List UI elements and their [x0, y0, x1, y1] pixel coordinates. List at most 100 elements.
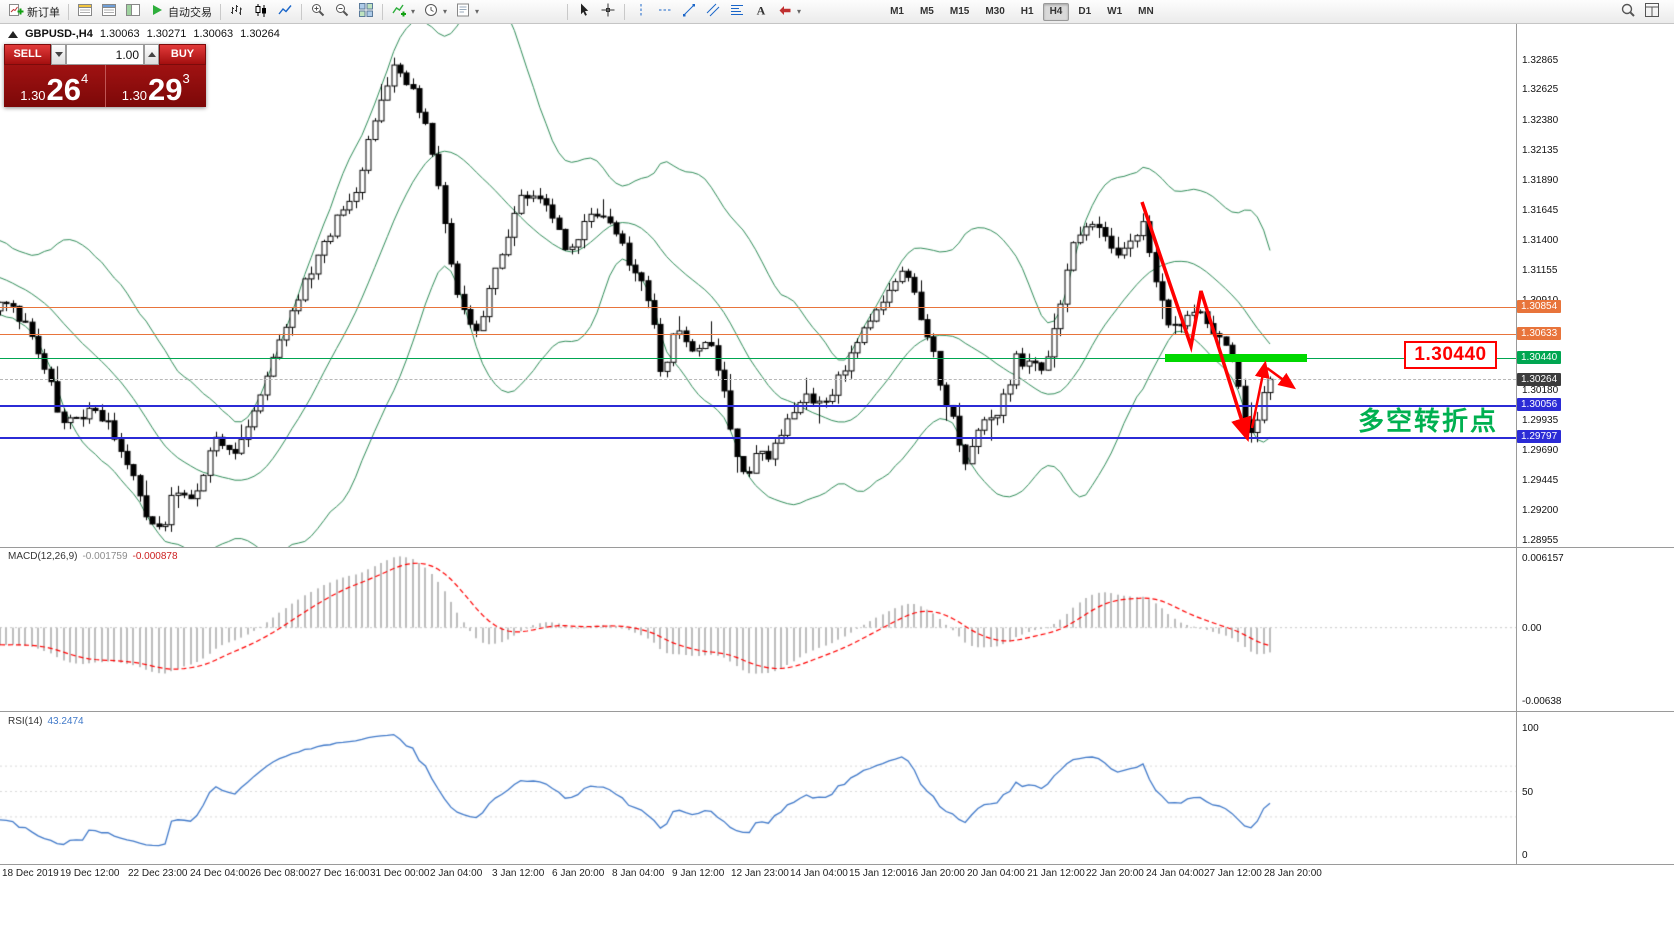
- price-tag-1.30633: 1.30633: [1517, 327, 1562, 341]
- timeframe-button-w1[interactable]: W1: [1100, 3, 1129, 21]
- sell-price-display[interactable]: 1.30 26 4: [4, 65, 105, 107]
- volume-increase-button[interactable]: [144, 44, 159, 65]
- price-divider: [104, 65, 106, 107]
- panel-separator-rsi[interactable]: [0, 711, 1674, 712]
- ohlc-close: 1.30264: [240, 28, 280, 40]
- price-level-line-1.30854[interactable]: [0, 307, 1516, 308]
- tile-windows-icon: [358, 2, 374, 21]
- timeframe-group: M1 M5 M15 M30 H1 H4 D1 W1 MN: [883, 2, 1161, 21]
- price-level-line-1.30264[interactable]: [0, 379, 1516, 380]
- price-chart-canvas[interactable]: [0, 24, 1516, 864]
- dropdown-caret-icon: ▾: [443, 7, 448, 16]
- time-axis-label: 26 Dec 08:00: [250, 868, 310, 879]
- market-watch-icon: [77, 2, 93, 21]
- line-chart-button[interactable]: [273, 2, 297, 22]
- templates-button[interactable]: ▾: [451, 2, 483, 22]
- price-callout[interactable]: 1.30440: [1404, 341, 1497, 369]
- time-axis-label: 27 Dec 16:00: [310, 868, 370, 879]
- macd-axis-max: 0.006157: [1522, 553, 1564, 564]
- timeframe-button-m5[interactable]: M5: [913, 3, 941, 21]
- arrows-button[interactable]: ▾: [773, 2, 805, 22]
- periods-button[interactable]: ▾: [419, 2, 451, 22]
- data-window-icon: [101, 2, 117, 21]
- one-click-toggle-icon[interactable]: [8, 30, 18, 38]
- triangle-up-icon: [147, 52, 156, 57]
- timeframe-button-h1[interactable]: H1: [1014, 3, 1041, 21]
- timeframe-button-m1[interactable]: M1: [883, 3, 911, 21]
- zoom-out-icon: [334, 2, 350, 21]
- price-axis-label: 1.31890: [1522, 174, 1559, 186]
- price-level-line-1.30633[interactable]: [0, 334, 1516, 335]
- periods-clock-icon: [423, 2, 439, 21]
- bar-chart-button[interactable]: [225, 2, 249, 22]
- time-axis-label: 9 Jan 12:00: [672, 868, 725, 879]
- time-axis-label: 3 Jan 12:00: [492, 868, 545, 879]
- crosshair-button[interactable]: [596, 2, 620, 22]
- data-window-button[interactable]: [97, 2, 121, 22]
- volume-input[interactable]: [66, 44, 144, 65]
- zoom-in-icon: [310, 2, 326, 21]
- navigator-button[interactable]: [121, 2, 145, 22]
- time-axis-label: 24 Jan 04:00: [1146, 868, 1204, 879]
- price-axis-label: 1.31155: [1522, 264, 1558, 276]
- buy-button[interactable]: BUY: [159, 44, 206, 65]
- toolbar-separator: [220, 3, 221, 20]
- highlight-zone[interactable]: [1165, 353, 1307, 362]
- timeframe-button-d1[interactable]: D1: [1071, 3, 1098, 21]
- toolbar-separator: [567, 3, 569, 20]
- cursor-button[interactable]: [572, 2, 596, 22]
- channel-button[interactable]: [701, 2, 725, 22]
- ohlc-open: 1.30063: [99, 28, 140, 40]
- zoom-out-button[interactable]: [330, 2, 354, 22]
- panel-separator-macd[interactable]: [0, 547, 1674, 548]
- dropdown-caret-icon: ▾: [411, 7, 416, 16]
- one-click-price-row: 1.30 26 4 1.30 29 3: [4, 65, 206, 107]
- timeframe-button-mn[interactable]: MN: [1131, 3, 1161, 21]
- toolbar-separator: [382, 3, 383, 20]
- autotrading-button[interactable]: 自动交易: [145, 2, 216, 22]
- toolbar-separator: [301, 3, 302, 20]
- timeframe-button-m30[interactable]: M30: [978, 3, 1011, 21]
- volume-decrease-button[interactable]: [51, 44, 66, 65]
- candlestick-chart-button[interactable]: [249, 2, 273, 22]
- fibonacci-button[interactable]: [725, 2, 749, 22]
- zoom-in-button[interactable]: [306, 2, 330, 22]
- candlestick-chart-icon: [253, 2, 269, 21]
- market-watch-button[interactable]: [73, 2, 97, 22]
- price-axis-label: 1.32135: [1522, 144, 1559, 156]
- macd-label: MACD(12,26,9) -0.001759 -0.000878: [8, 551, 178, 562]
- price-axis-label: 1.29690: [1522, 444, 1559, 456]
- macd-axis-min: -0.00638: [1522, 696, 1562, 707]
- timeframe-button-m15[interactable]: M15: [943, 3, 976, 21]
- price-tag-1.29797: 1.29797: [1517, 430, 1562, 444]
- time-axis-label: 24 Dec 04:00: [190, 868, 250, 879]
- price-level-line-1.30440[interactable]: [0, 358, 1516, 359]
- search-button[interactable]: [1616, 2, 1640, 22]
- price-level-line-1.30056[interactable]: [0, 405, 1516, 407]
- indicators-button[interactable]: ▾: [387, 2, 419, 22]
- buy-price-pip: 3: [182, 71, 190, 86]
- rsi-axis-0: 0: [1522, 850, 1528, 861]
- ohlc-high: 1.30271: [146, 28, 187, 40]
- svg-text:A: A: [757, 4, 766, 18]
- tile-windows-button[interactable]: [354, 2, 378, 22]
- vertical-line-button[interactable]: [629, 2, 653, 22]
- chart-windows-button[interactable]: [1640, 2, 1664, 22]
- toolbar-separator: [624, 3, 626, 20]
- time-axis-label: 20 Jan 04:00: [967, 868, 1025, 879]
- price-level-line-1.29797[interactable]: [0, 437, 1516, 439]
- buy-price-prefix: 1.30: [121, 88, 148, 103]
- horizontal-line-button[interactable]: [653, 2, 677, 22]
- arrows-icon: [777, 2, 793, 21]
- time-axis-label: 8 Jan 04:00: [612, 868, 665, 879]
- time-axis-label: 15 Jan 12:00: [849, 868, 907, 879]
- main-toolbar: 新订单 自动交易 ▾ ▾ ▾ A ▾ M1 M5 M15 M30 H1 H4 D1 W1 M: [0, 0, 1674, 24]
- text-button[interactable]: A: [749, 2, 773, 22]
- trendline-button[interactable]: [677, 2, 701, 22]
- new-order-button[interactable]: 新订单: [4, 2, 64, 22]
- buy-price-display[interactable]: 1.30 29 3: [106, 65, 207, 107]
- dropdown-caret-icon: ▾: [475, 7, 480, 16]
- timeframe-button-h4[interactable]: H4: [1042, 2, 1070, 21]
- sell-button[interactable]: SELL: [4, 44, 51, 65]
- pivot-point-label[interactable]: 多空转折点: [1358, 406, 1499, 436]
